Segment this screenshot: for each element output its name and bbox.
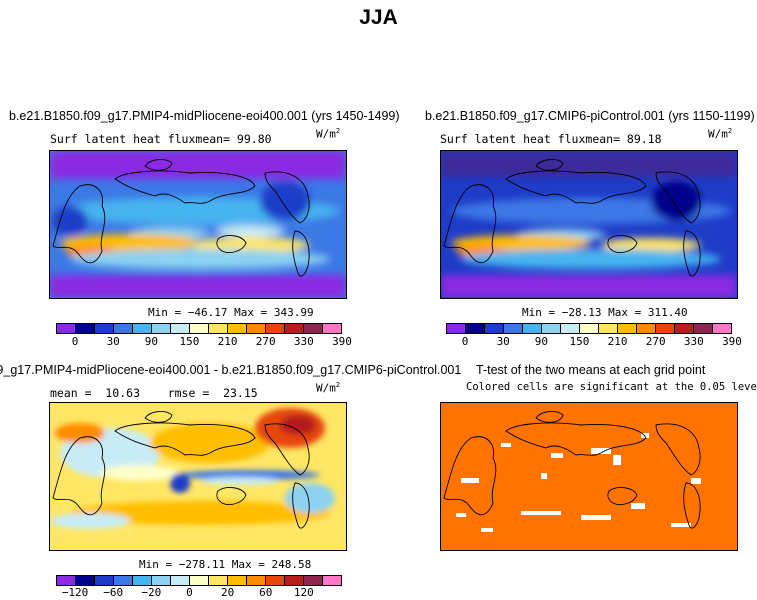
panel-4-map-field <box>441 403 737 550</box>
colorbar-swatch <box>133 324 152 333</box>
panel-3-map-field <box>50 403 346 550</box>
panel-4-subtitle: Colored cells are significant at the 0.0… <box>466 381 757 393</box>
colorbar-swatch <box>133 576 152 585</box>
colorbar-swatch <box>266 324 285 333</box>
colorbar-tick-label: 90 <box>144 335 158 348</box>
colorbar-tick-label: 90 <box>534 335 548 348</box>
colorbar-swatch <box>171 576 190 585</box>
colorbar-swatch <box>171 324 190 333</box>
colorbar-swatch <box>57 324 76 333</box>
colorbar-tick-label: 270 <box>255 335 276 348</box>
colorbar-swatch <box>656 324 675 333</box>
panel-3-map <box>49 402 347 551</box>
colorbar-swatch <box>285 576 304 585</box>
colorbar-swatch <box>228 576 247 585</box>
panel-3-minmax: Min = −278.11 Max = 248.58 <box>139 558 312 571</box>
colorbar-swatch <box>247 324 266 333</box>
colorbar-swatch <box>76 576 95 585</box>
colorbar-swatch <box>618 324 637 333</box>
colorbar-tick-label: 390 <box>722 335 742 348</box>
colorbar-tick-label: −60 <box>103 586 124 599</box>
colorbar-tick-label: 150 <box>179 335 200 348</box>
panel-1-map <box>49 150 347 299</box>
colorbar-swatch <box>504 324 523 333</box>
colorbar-swatch <box>323 576 341 585</box>
panel-2-map <box>440 150 738 299</box>
panel-3-colorbar <box>56 575 342 586</box>
colorbar-tick-label: 0 <box>186 586 193 599</box>
colorbar-swatch <box>266 576 285 585</box>
colorbar-swatch <box>285 324 304 333</box>
colorbar-swatch <box>190 576 209 585</box>
colorbar-swatch <box>57 576 76 585</box>
panel-2-colorbar-ticks: 0 30 90 150 210 270 330 390 <box>446 335 742 349</box>
colorbar-swatch <box>114 576 133 585</box>
colorbar-tick-label: −20 <box>141 586 162 599</box>
panel-1-subtitle: Surf latent heat fluxmean= 99.80 <box>50 132 272 146</box>
panel-3-colorbar-ticks: −120 −60 −20 0 20 60 120 <box>56 586 342 600</box>
panel-4-map <box>440 402 738 551</box>
colorbar-swatch <box>152 576 171 585</box>
colorbar-swatch <box>323 324 341 333</box>
panel-3-title: f09_g17.PMIP4-midPliocene-eoi400.001 - b… <box>0 363 462 377</box>
panel-1-minmax: Min = −46.17 Max = 343.99 <box>148 306 314 319</box>
colorbar-tick-label: 330 <box>293 335 314 348</box>
panel-1-units: W/m2 <box>316 127 341 141</box>
colorbar-swatch <box>304 576 323 585</box>
colorbar-tick-label: 20 <box>220 586 235 599</box>
panel-2-colorbar <box>446 323 732 334</box>
colorbar-swatch <box>114 324 133 333</box>
colorbar-tick-label: 210 <box>217 335 238 348</box>
colorbar-swatch <box>485 324 504 333</box>
colorbar-swatch <box>599 324 618 333</box>
colorbar-tick-label: 0 <box>461 335 469 348</box>
colorbar-swatch <box>542 324 561 333</box>
colorbar-tick-label: 0 <box>71 335 79 348</box>
figure-title: JJA <box>359 6 398 29</box>
colorbar-tick-label: 120 <box>293 586 314 599</box>
colorbar-swatch <box>694 324 713 333</box>
panel-2-minmax: Min = −28.13 Max = 311.40 <box>522 306 688 319</box>
colorbar-swatch <box>580 324 599 333</box>
colorbar-swatch <box>247 576 266 585</box>
colorbar-tick-label: 210 <box>607 335 628 348</box>
panel-2-subtitle: Surf latent heat fluxmean= 89.18 <box>440 132 662 146</box>
panel-1-colorbar-ticks: 0 30 90 150 210 270 330 390 <box>56 335 352 349</box>
panel-3-units: W/m2 <box>316 381 341 395</box>
panel-4-title: T-test of the two means at each grid poi… <box>476 363 706 377</box>
colorbar-swatch <box>713 324 731 333</box>
colorbar-tick-label: 60 <box>259 586 273 599</box>
colorbar-swatch <box>637 324 656 333</box>
panel-2-units: W/m2 <box>708 127 733 141</box>
panel-2-map-field <box>441 151 737 298</box>
panel-1-title: b.e21.B1850.f09_g17.PMIP4-midPliocene-eo… <box>9 109 400 123</box>
colorbar-swatch <box>304 324 323 333</box>
colorbar-swatch <box>466 324 485 333</box>
colorbar-swatch <box>95 324 114 333</box>
panel-2-title: b.e21.B1850.f09_g17.CMIP6-piControl.001 … <box>425 109 755 123</box>
colorbar-swatch <box>523 324 542 333</box>
colorbar-swatch <box>95 576 114 585</box>
colorbar-swatch <box>209 324 228 333</box>
colorbar-swatch <box>561 324 580 333</box>
colorbar-tick-label: 270 <box>645 335 666 348</box>
colorbar-swatch <box>190 324 209 333</box>
colorbar-tick-label: −120 <box>61 586 89 599</box>
colorbar-tick-label: 390 <box>332 335 352 348</box>
colorbar-tick-label: 30 <box>106 335 120 348</box>
colorbar-swatch <box>228 324 247 333</box>
colorbar-swatch <box>76 324 95 333</box>
panel-1-map-field <box>50 151 346 298</box>
colorbar-swatch <box>675 324 694 333</box>
colorbar-swatch <box>447 324 466 333</box>
panel-1-colorbar <box>56 323 342 334</box>
panel-3-subtitle: mean = 10.63 rmse = 23.15 <box>50 386 258 400</box>
colorbar-tick-label: 150 <box>569 335 590 348</box>
colorbar-tick-label: 30 <box>496 335 510 348</box>
colorbar-tick-label: 330 <box>683 335 704 348</box>
colorbar-swatch <box>152 324 171 333</box>
colorbar-swatch <box>209 576 228 585</box>
